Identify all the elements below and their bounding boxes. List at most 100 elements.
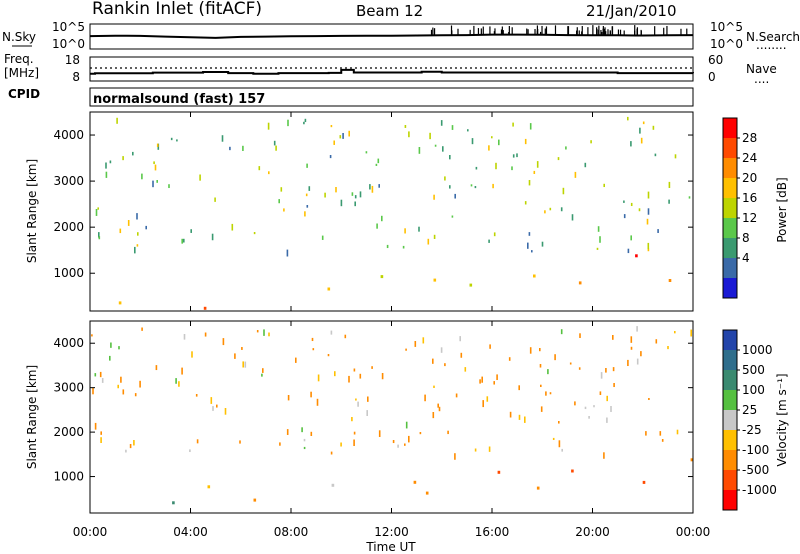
power-cell (286, 249, 289, 257)
velocity-cell (94, 373, 97, 377)
power-cell (253, 232, 256, 235)
velocity-cell (444, 363, 446, 367)
noise-panel: N.Sky 10^5 10^0 10^5 10^0 N.Search .....… (2, 20, 800, 52)
velocity-cell (303, 438, 306, 442)
velocity-cell (110, 342, 112, 348)
velocity-cell (172, 501, 175, 505)
power-cell (137, 232, 139, 236)
power-cell (329, 155, 332, 159)
velocity-cell (234, 353, 236, 359)
power-cell (365, 151, 368, 154)
velocity-cell (690, 329, 692, 337)
velocity-cell (438, 406, 441, 412)
power-cell (156, 180, 158, 183)
velocity-cell (540, 384, 542, 387)
power-colorbar-frame (722, 117, 738, 299)
power-cell (565, 146, 567, 150)
velocity-cell (155, 365, 158, 371)
velocity-cell (424, 394, 426, 402)
power-cell (267, 122, 270, 130)
velocity-cell (330, 451, 333, 455)
velocity-cell (509, 411, 512, 418)
power-cell (359, 191, 362, 198)
velocity-cell (648, 398, 650, 401)
velocity-colorbar-swatch (723, 430, 737, 451)
velocity-cell (408, 435, 410, 443)
freq-left-tick-top: 18 (65, 53, 80, 67)
velocity-cell (508, 357, 511, 361)
power-cell (141, 173, 143, 180)
power-cell (599, 236, 601, 243)
power-cell (308, 186, 311, 191)
power-cell (145, 225, 147, 230)
power-cell (339, 135, 342, 139)
velocity-cell (279, 442, 281, 446)
velocity-cell (489, 344, 491, 349)
velocity-cell (224, 408, 227, 415)
velocity-cell (344, 334, 347, 339)
power-cell (549, 207, 552, 211)
velocity-cell (330, 330, 333, 335)
power-cell (105, 162, 107, 169)
velocity-cell (120, 376, 122, 383)
power-cell (442, 146, 444, 152)
power-cell (630, 235, 632, 241)
power-cell (451, 125, 454, 130)
velocity-cell (432, 412, 435, 419)
freq-line (90, 68, 694, 75)
cpid-frame (89, 87, 694, 107)
power-cell (116, 117, 118, 124)
velocity-cell (488, 446, 491, 452)
power-colorbar-tick-label: 12 (742, 211, 757, 225)
power-cell (590, 140, 592, 144)
power-cell (646, 218, 649, 225)
noise-right-label: N.Search (746, 30, 800, 44)
power-cell (404, 228, 406, 234)
power-cell (444, 176, 446, 181)
power-cell (122, 156, 124, 161)
velocity-cell (690, 458, 694, 462)
velocity-cell (268, 332, 270, 337)
velocity-cell (353, 439, 355, 447)
power-cell (375, 163, 378, 166)
power-cell (190, 229, 192, 233)
power-cell (469, 283, 473, 287)
power-cell (306, 163, 308, 168)
power-cell (342, 133, 344, 139)
velocity-cell (612, 367, 615, 372)
power-cell (229, 146, 231, 151)
velocity-cell (554, 354, 556, 361)
power-cell (330, 125, 333, 128)
power-cell (378, 184, 380, 188)
power-cell (635, 254, 638, 258)
power-cell (668, 279, 672, 282)
power-colorbar-tick-label: 8 (742, 231, 750, 245)
power-cell (303, 121, 305, 125)
power-cell (449, 185, 451, 189)
velocity-colorbar-tick-label: 1000 (742, 343, 773, 357)
velocity-cell (422, 337, 425, 344)
power-cell (627, 116, 629, 121)
velocity-colorbar-swatch (723, 470, 737, 491)
velocity-colorbar-frame (722, 329, 738, 511)
power-cell (492, 183, 494, 189)
velocity-cell (610, 406, 612, 412)
velocity-cell (100, 431, 102, 435)
velocity-cell (640, 351, 642, 357)
power-cell (433, 194, 435, 200)
velocity-cell (381, 373, 384, 380)
power-cell (533, 170, 536, 174)
velocity-colorbar-tick-label: 25 (742, 403, 757, 417)
velocity-cell (413, 480, 417, 484)
velocity-cell (378, 430, 381, 437)
velocity-colorbar-swatch (723, 490, 737, 511)
freq-right-tick-bottom: 0 (708, 70, 716, 84)
power-cell (512, 122, 514, 127)
velocity-cell (253, 498, 257, 502)
power-ylabel: Slant Range [km] (25, 159, 39, 263)
velocity-cell (139, 380, 141, 388)
power-cell (287, 119, 289, 127)
velocity-cell (317, 374, 320, 382)
power-cell (304, 211, 306, 217)
cpid-label: CPID (8, 87, 40, 101)
